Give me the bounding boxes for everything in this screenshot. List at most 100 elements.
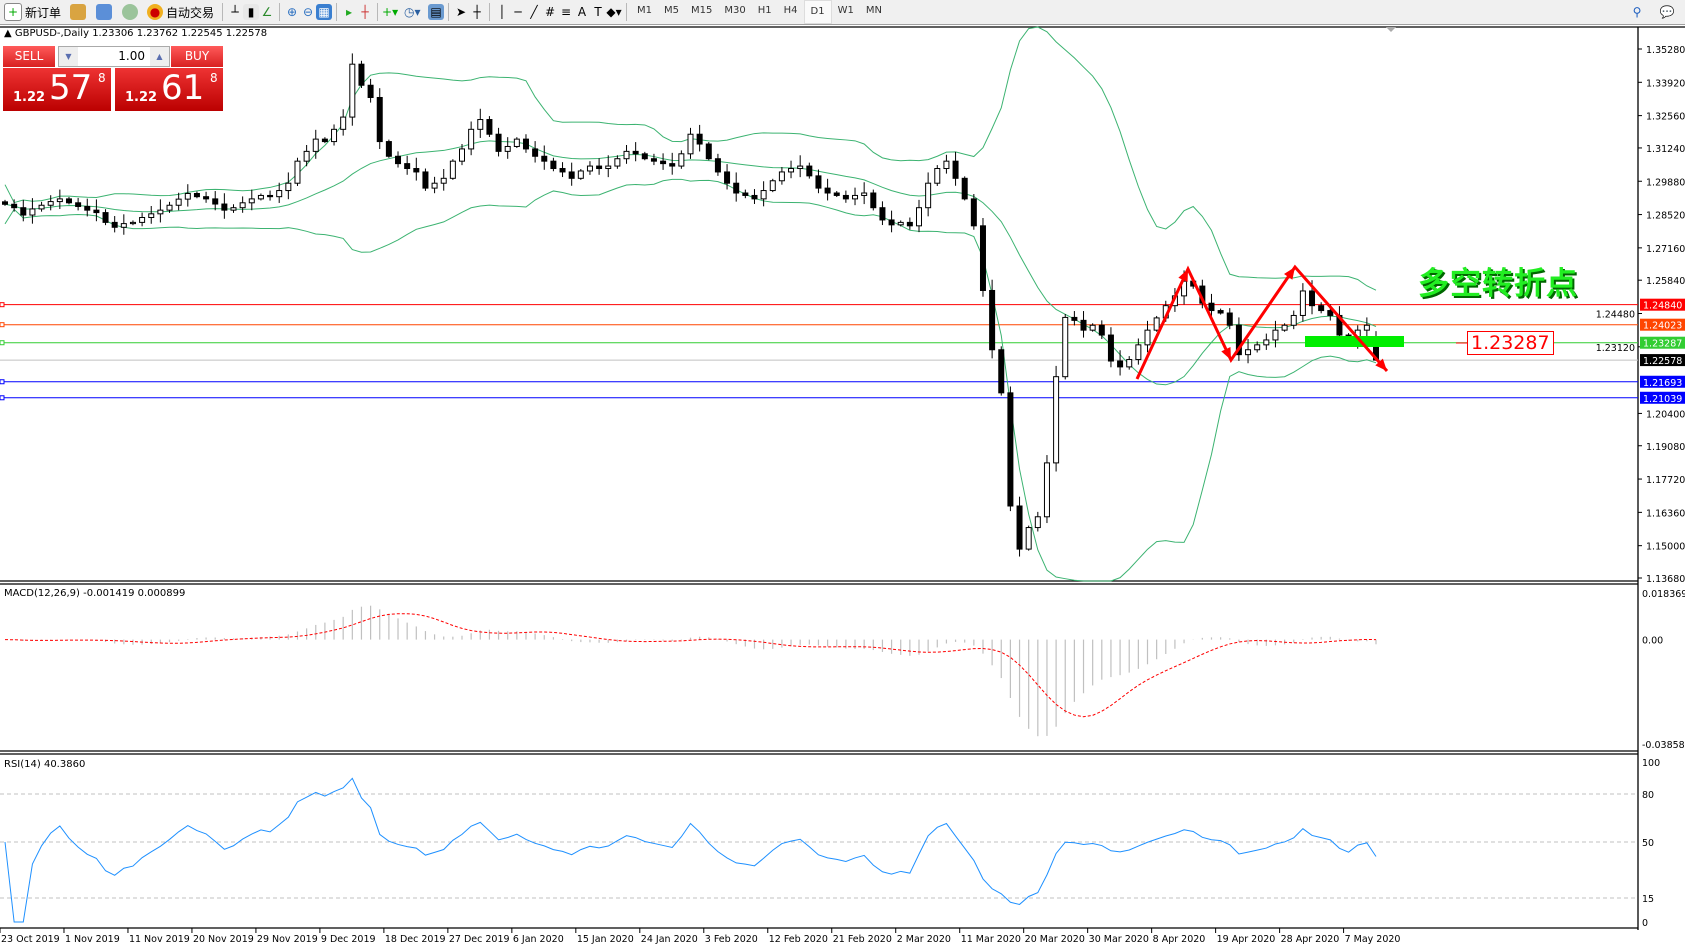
lot-size-input[interactable]: ▼ 1.00 ▲ [58,46,170,67]
price-level-tag-text: 1.22578 [1643,356,1682,367]
market-watch-icon[interactable] [70,4,87,20]
arrows-icon[interactable]: ◆▾ [606,5,622,19]
bull-candle [312,138,319,152]
templates-icon[interactable]: ▤ [428,4,445,20]
text-icon[interactable]: A [577,5,587,19]
chart-shift-icon[interactable]: ┼ [361,5,369,19]
timeframe-m15[interactable]: M15 [691,5,713,16]
lot-increase-icon[interactable]: ▲ [150,47,169,66]
bar-chart-icon[interactable]: ┴ [231,5,239,19]
sell-button[interactable]: SELL [3,46,55,67]
bull-candle [678,153,685,167]
periods-clock-icon[interactable]: ◷▾ [404,5,421,19]
date-label: 21 Feb 2020 [833,934,892,945]
zigzag-arrowhead [1221,347,1231,360]
cursor-icon[interactable]: ➤ [456,5,467,19]
rsi-axis-label: 0 [1642,918,1648,929]
crosshair-icon[interactable]: ┼ [473,5,481,19]
new-order-label: 新订单 [25,5,62,20]
bear-candle [358,63,365,86]
price-tick-label: 1.32560 [1646,112,1685,123]
auto-trading-button[interactable]: ● 自动交易 [143,1,218,23]
zoom-out-icon[interactable]: ⊖ [303,5,314,19]
bear-candle [952,160,959,179]
rsi-panel: 100 80 50 15 0 [0,758,1660,929]
annotation-price-label[interactable]: 1.23287 [1467,331,1554,355]
date-label: 27 Dec 2019 [449,934,510,945]
signals-icon[interactable] [122,4,139,20]
bear-candle [906,221,913,227]
horizontal-line-icon[interactable]: ─ [514,5,522,19]
bull-candle [1153,317,1160,331]
zigzag-line [1135,264,1389,380]
bull-candle [778,171,785,182]
annotation-text[interactable]: 多空转折点 [1418,266,1578,302]
zoom-in-icon[interactable]: ⊕ [287,5,298,19]
timeframe-m5[interactable]: M5 [664,5,680,16]
bull-candle [449,160,456,179]
bull-candle [166,204,173,211]
bear-candle [1226,312,1233,326]
navigator-icon[interactable] [96,4,113,20]
bull-candle [1144,329,1151,346]
bull-candle [614,158,621,167]
lot-value: 1.00 [118,49,145,63]
rsi-axis-label: 50 [1642,838,1654,849]
bear-candle [1117,360,1124,368]
timeframe-w1[interactable]: W1 [837,5,854,16]
bull-candle [230,207,237,211]
sell-price[interactable]: 1.22 57 8 [3,68,111,111]
trendline-icon[interactable]: ╱ [530,5,538,19]
bear-candle [1107,334,1114,362]
indicators-icon[interactable]: +▾ [382,5,399,19]
one-click-trading-panel: SELL ▼ 1.00 ▲ BUY 1.22 57 8 1.22 61 8 [3,46,223,111]
price-level-tag [1640,354,1685,367]
macd-label: MACD(12,26,9) -0.001419 0.000899 [4,588,185,599]
line-chart-icon[interactable]: ∠ [261,5,273,19]
price-tick-label: 1.19080 [1646,442,1685,453]
equidistant-channel-icon[interactable]: # [545,5,556,19]
bear-candle [568,171,575,179]
timeframe-m1[interactable]: M1 [637,5,653,16]
timeframe-m30[interactable]: M30 [724,5,746,16]
tile-windows-icon[interactable]: ▦ [316,4,333,20]
timeframe-mn[interactable]: MN [865,5,882,16]
chat-icon[interactable]: 💬 [1659,5,1675,19]
sell-price-pips: 57 [49,68,93,108]
bull-candle [440,177,447,184]
timeframe-h4[interactable]: H4 [783,5,798,16]
candlestick-icon[interactable]: ▮ [243,4,260,20]
date-axis: 23 Oct 2019 1 Nov 2019 11 Nov 2019 20 Nov 2… [0,928,1400,945]
bear-candle [93,209,100,214]
bull-candle [331,128,338,143]
bear-candle [20,207,27,216]
bull-candle [175,198,182,206]
text-label-icon[interactable]: T [594,5,602,19]
buy-price[interactable]: 1.22 61 8 [115,68,223,111]
timeframe-d1[interactable]: D1 [803,0,832,24]
bear-candle [267,194,274,198]
new-order-button[interactable]: + 新订单 [0,1,65,23]
support-zone [1305,336,1404,347]
bull-candle [687,133,694,155]
bear-candle [11,203,18,209]
bull-candle [431,182,438,189]
bull-candle [1299,290,1306,316]
price-level-tag-text: 1.24023 [1643,321,1682,332]
bull-candle [852,194,859,200]
timeframe-h1[interactable]: H1 [757,5,772,16]
bull-candle [1062,316,1069,378]
date-label: 23 Oct 2019 [1,934,60,945]
auto-trading-label: 自动交易 [166,5,215,20]
bull-candle [1053,376,1060,464]
rsi-label: RSI(14) 40.3860 [4,759,85,770]
bull-candle [1181,280,1188,297]
lot-decrease-icon[interactable]: ▼ [59,47,78,66]
buy-button[interactable]: BUY [171,46,223,67]
search-icon[interactable]: ⚲ [1632,5,1642,19]
collapse-triangle-icon[interactable]: ▲ [4,28,12,39]
fibonacci-icon[interactable]: ≡ [561,5,572,19]
vertical-line-icon[interactable]: │ [498,5,506,19]
autoscroll-icon[interactable]: ▸ [346,5,353,19]
